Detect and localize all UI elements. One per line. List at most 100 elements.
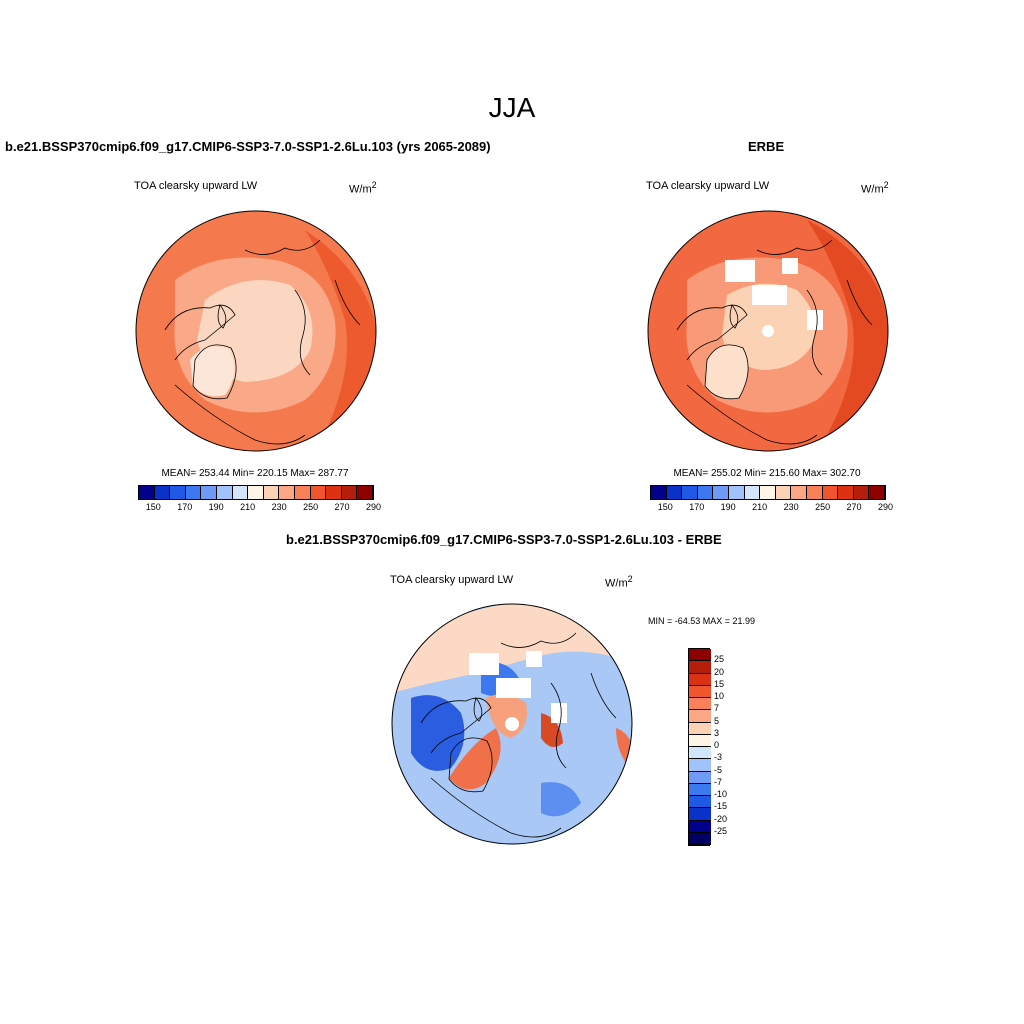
colorbar-tick-label: 190: [720, 502, 736, 512]
panel1-variable: TOA clearsky upward LW: [134, 180, 258, 192]
panel2-units: W/m2: [861, 180, 889, 196]
colorbar-swatch: [139, 486, 155, 499]
colorbar-tick-label: 210: [240, 502, 256, 512]
colorbar-swatch: [682, 486, 698, 499]
panel3-missing-block: [526, 651, 542, 667]
colorbar-tick-label: 230: [271, 502, 287, 512]
colorbar-tick-label: -10: [714, 789, 728, 799]
panel3-minmax: MIN = -64.53 MAX = 21.99: [648, 616, 756, 626]
panel1-units: W/m2: [349, 180, 377, 196]
colorbar-tick-label: 170: [689, 502, 705, 512]
colorbar-tick-label: 10: [714, 691, 725, 701]
colorbar-swatch: [666, 486, 683, 499]
panel3-missing-block: [469, 653, 499, 675]
colorbar-tick-label: 170: [177, 502, 193, 512]
colorbar-swatch: [689, 722, 711, 735]
colorbar-swatch: [744, 486, 761, 499]
colorbar-swatch: [185, 486, 202, 499]
colorbar-swatch: [689, 759, 711, 772]
colorbar-swatch: [689, 685, 711, 698]
panel1-stats: MEAN= 253.44 Min= 220.15 Max= 287.77: [161, 468, 349, 479]
colorbar-swatch: [689, 783, 711, 796]
colorbar-tick-label: 270: [846, 502, 862, 512]
colorbar-swatch: [689, 747, 711, 760]
colorbar-swatch: [869, 486, 885, 499]
colorbar-swatch: [689, 820, 711, 833]
colorbar-tick-label: 270: [334, 502, 350, 512]
panel3-units: W/m2: [605, 574, 633, 590]
colorbar-swatch: [697, 486, 714, 499]
panel1-coastlines: [164, 239, 361, 445]
colorbar-tick-label: -5: [714, 764, 723, 775]
colorbar-swatch: [713, 486, 729, 499]
panel2-missing-block: [725, 260, 755, 282]
panel3-colorbar: [688, 648, 711, 846]
panel3-blue-patch: [541, 782, 581, 817]
panel3-title: b.e21.BSSP370cmip6.f09_g17.CMIP6-SSP3-7.…: [286, 532, 722, 547]
panel2-stats: MEAN= 255.02 Min= 215.60 Max= 302.70: [673, 468, 861, 479]
panel3-map: [391, 603, 633, 845]
panel2-missing-block: [807, 310, 823, 330]
colorbar-swatch: [689, 832, 711, 845]
panel2-colorbar: [650, 485, 886, 500]
colorbar-tick-label: 250: [303, 502, 319, 512]
colorbar-swatch: [689, 808, 711, 821]
colorbar-swatch: [853, 486, 870, 499]
panel2-missing-block: [752, 285, 787, 305]
colorbar-tick-label: 290: [878, 502, 894, 512]
colorbar-swatch: [775, 486, 792, 499]
colorbar-swatch: [357, 486, 373, 499]
panel3-blue-patch: [411, 695, 465, 771]
season-title: JJA: [488, 92, 536, 123]
colorbar-tick-label: 150: [145, 502, 161, 512]
colorbar-swatch: [170, 486, 186, 499]
colorbar-tick-label: 230: [783, 502, 799, 512]
panel3-pole-hole: [505, 717, 519, 731]
colorbar-swatch: [248, 486, 264, 499]
colorbar-swatch: [232, 486, 249, 499]
colorbar-swatch: [310, 486, 327, 499]
panel1-greenland: [190, 346, 234, 397]
colorbar-swatch: [838, 486, 854, 499]
colorbar-tick-label: 20: [714, 666, 725, 677]
panel2-variable: TOA clearsky upward LW: [646, 180, 770, 192]
panel2-map: [647, 210, 889, 452]
colorbar-swatch: [689, 796, 711, 809]
colorbar-swatch: [689, 734, 711, 747]
colorbar-swatch: [728, 486, 745, 499]
colorbar-tick-label: 210: [752, 502, 768, 512]
colorbar-swatch: [201, 486, 217, 499]
colorbar-swatch: [689, 673, 711, 686]
panel2-coastlines: [676, 239, 873, 445]
colorbar-tick-label: -15: [714, 801, 728, 812]
panel3-pale-region: [392, 604, 632, 693]
colorbar-swatch: [154, 486, 171, 499]
colorbar-tick-label: 190: [208, 502, 224, 512]
colorbar-swatch: [263, 486, 280, 499]
panel2-missing-block: [782, 258, 798, 274]
panel2-ocean-dark: [807, 220, 888, 451]
panel1-map: [135, 210, 377, 452]
colorbar-swatch: [326, 486, 342, 499]
panel1-title: b.e21.BSSP370cmip6.f09_g17.CMIP6-SSP3-7.…: [5, 139, 491, 154]
colorbar-swatch: [760, 486, 776, 499]
colorbar-tick-label: 3: [714, 727, 720, 738]
colorbar-swatch: [806, 486, 823, 499]
panel3-variable: TOA clearsky upward LW: [390, 574, 514, 586]
panel1-colorbar-labels: 150 170 190 210 230 250 270 290: [138, 502, 381, 514]
colorbar-swatch: [689, 649, 711, 662]
colorbar-tick-label: 15: [714, 678, 725, 689]
colorbar-swatch: [294, 486, 311, 499]
panel3-red-patch: [541, 713, 563, 747]
panel2-colorbar-labels: 150 170 190 210 230 250 270 290: [650, 502, 893, 514]
colorbar-swatch: [689, 661, 711, 674]
colorbar-tick-label: 5: [714, 715, 720, 726]
panel1-colorbar: [138, 485, 374, 500]
colorbar-swatch: [689, 698, 711, 711]
colorbar-swatch: [341, 486, 358, 499]
colorbar-tick-label: -25: [714, 825, 728, 836]
colorbar-swatch: [216, 486, 233, 499]
panel2-greenland: [705, 344, 749, 399]
colorbar-tick-label: 250: [815, 502, 831, 512]
panel2-title: ERBE: [748, 139, 785, 154]
